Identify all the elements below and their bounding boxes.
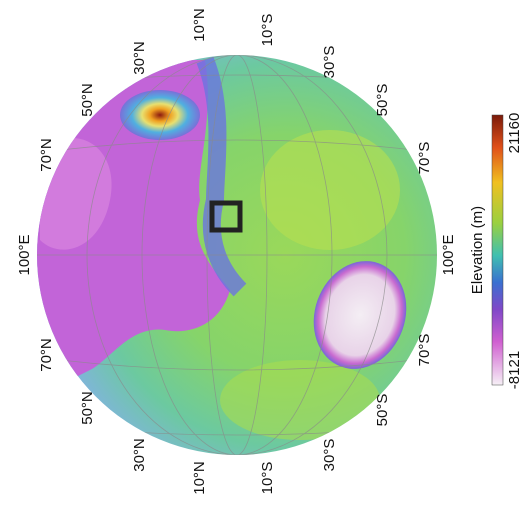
latitude-label: 30°N: [131, 41, 148, 75]
latitude-label: 10°N: [191, 8, 208, 42]
longitude-label: 100°E: [16, 234, 33, 275]
latitude-label: 70°N: [38, 138, 55, 172]
latitude-label: 50°S: [374, 84, 391, 117]
latitude-label: 50°N: [79, 391, 96, 425]
map-figure: 70°N 50°N 30°N 10°N 10°S 30°S 50°S 70°S 70°N 50°N…: [0, 0, 531, 508]
latitude-label: 10°S: [259, 14, 276, 47]
latitude-label: 70°N: [38, 338, 55, 372]
latitude-label: 10°S: [259, 462, 276, 495]
latitude-label: 50°S: [374, 394, 391, 427]
latitude-label: 10°N: [191, 461, 208, 495]
latitude-label: 30°S: [321, 46, 338, 79]
longitude-label: 100°E: [440, 234, 457, 275]
latitude-label: 70°S: [416, 142, 433, 175]
latitude-label: 70°S: [416, 334, 433, 367]
colorbar-min-label: -8121: [506, 351, 523, 389]
colorbar: [492, 115, 503, 385]
latitude-label: 50°N: [79, 83, 96, 117]
colorbar-max-label: 21160: [506, 113, 523, 154]
latitude-label: 30°N: [131, 438, 148, 472]
colorbar-title: Elevation (m): [469, 206, 486, 294]
latitude-label: 30°S: [321, 439, 338, 472]
